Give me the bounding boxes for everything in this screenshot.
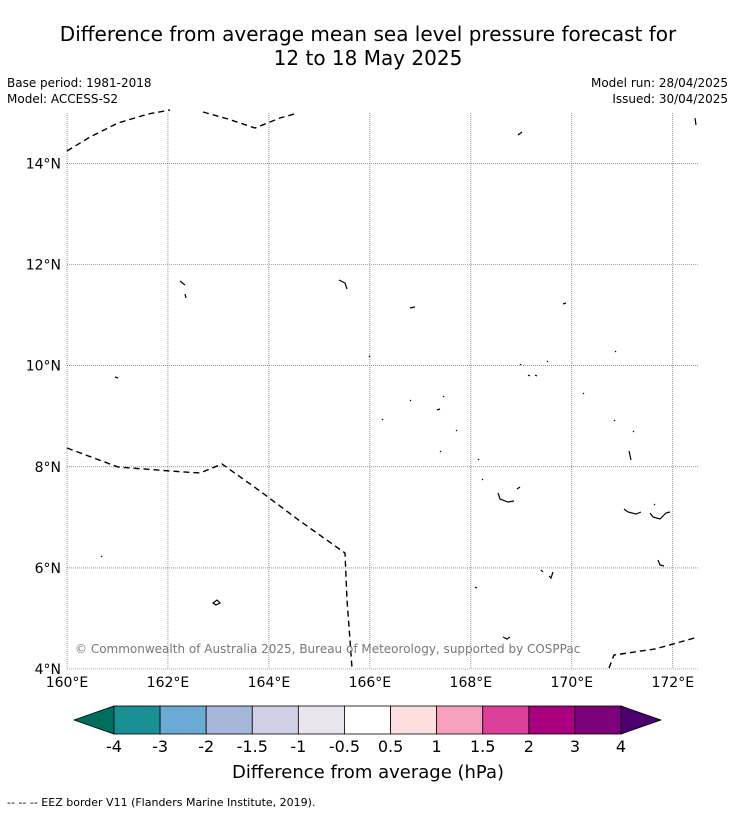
island <box>338 279 348 290</box>
title-line-1: Difference from average mean sea level p… <box>59 22 677 46</box>
island <box>409 392 585 411</box>
colorbar-tick: -4 <box>106 737 122 756</box>
lon-tick-label: 168°E <box>450 675 493 691</box>
lon-tick-label: 160°E <box>46 675 89 691</box>
lon-tick-label: 170°E <box>551 675 594 691</box>
island <box>540 569 554 580</box>
colorbar-tick: -2 <box>198 737 214 756</box>
colorbar-label: Difference from average (hPa) <box>232 762 504 783</box>
eez-legend-note: -- -- -- EEZ border V11 (Flanders Marine… <box>7 796 316 809</box>
colorbar-cell <box>113 705 161 735</box>
colorbar-cell <box>251 705 299 735</box>
colorbar-cell <box>528 705 576 735</box>
colorbar-cell <box>205 705 253 735</box>
island <box>694 117 697 126</box>
lat-tick-label: 4°N <box>35 662 61 678</box>
lon-tick-label: 162°E <box>147 675 190 691</box>
colorbar-cell <box>436 705 484 735</box>
colorbar-cell <box>159 705 207 735</box>
lat-tick-label: 8°N <box>35 460 61 476</box>
meta-left: Base period: 1981-2018 Model: ACCESS-S2 <box>7 75 152 107</box>
island <box>517 131 523 136</box>
island <box>657 559 665 567</box>
island <box>114 376 119 379</box>
colorbar-min-extension <box>72 705 115 735</box>
colorbar-tick: 1.5 <box>470 737 495 756</box>
title-line-2: 12 to 18 May 2025 <box>273 46 463 70</box>
meta-right: Model run: 28/04/2025 Issued: 30/04/2025 <box>591 75 728 107</box>
eez-border-southeast <box>608 636 699 669</box>
island <box>381 418 635 433</box>
islands <box>100 117 697 640</box>
colorbar-tick: 2 <box>524 737 534 756</box>
eez-border-west <box>66 447 353 669</box>
base-period: Base period: 1981-2018 <box>7 76 152 90</box>
model-run: Model run: 28/04/2025 <box>590 76 728 90</box>
colorbar-tick: 0.5 <box>378 737 403 756</box>
colorbar-tick: -3 <box>152 737 168 756</box>
longitude-labels: 160°E 162°E 164°E 166°E 168°E 170°E 172°E <box>46 675 694 691</box>
eez-border-north <box>66 109 299 152</box>
issued-date: Issued: 30/04/2025 <box>612 92 728 106</box>
colorbar-cell <box>344 705 391 735</box>
island <box>179 280 187 299</box>
island <box>477 458 484 481</box>
colorbar-tick: -1.5 <box>237 737 268 756</box>
colorbar-cell <box>574 705 622 735</box>
colorbar-max-extension <box>620 705 663 735</box>
latitude-labels: 14°N 12°N 10°N 8°N 6°N 4°N <box>26 157 61 678</box>
map-area <box>67 113 698 669</box>
lat-tick-label: 10°N <box>26 359 61 375</box>
colorbar-cell <box>297 705 345 735</box>
colorbar-tick: 4 <box>616 737 626 756</box>
island <box>623 503 671 520</box>
island <box>502 636 511 640</box>
colorbar-cell <box>390 705 438 735</box>
island <box>368 355 371 358</box>
colorbar-tick-labels: -4 -3 -2 -1.5 -1 -0.5 0.5 1 1.5 2 3 4 <box>106 737 626 756</box>
lat-tick-label: 6°N <box>35 561 61 577</box>
colorbar-cells <box>113 705 622 735</box>
lon-tick-label: 166°E <box>349 675 392 691</box>
colorbar-cell <box>482 705 530 735</box>
island <box>497 486 521 503</box>
lat-tick-label: 12°N <box>26 258 61 274</box>
copyright-notice: © Commonwealth of Australia 2025, Bureau… <box>75 642 580 656</box>
island <box>614 350 617 353</box>
island <box>439 450 632 461</box>
island <box>211 599 222 606</box>
chart-title: Difference from average mean sea level p… <box>0 22 736 70</box>
colorbar-tick: 1 <box>432 737 442 756</box>
island <box>100 555 103 558</box>
model-name: Model: ACCESS-S2 <box>7 92 119 106</box>
island <box>562 302 567 305</box>
colorbar-tick: -0.5 <box>329 737 360 756</box>
lon-tick-label: 172°E <box>651 675 694 691</box>
graticule <box>66 113 698 670</box>
colorbar: -4 -3 -2 -1.5 -1 -0.5 0.5 1 1.5 2 3 4 Difference fr… <box>72 705 663 783</box>
eez-borders <box>66 109 699 669</box>
island <box>519 360 549 377</box>
island <box>409 306 416 309</box>
lon-tick-label: 164°E <box>248 675 291 691</box>
lat-tick-label: 14°N <box>26 157 61 173</box>
island <box>474 586 478 589</box>
colorbar-tick: -1 <box>290 737 306 756</box>
colorbar-tick: 3 <box>570 737 580 756</box>
